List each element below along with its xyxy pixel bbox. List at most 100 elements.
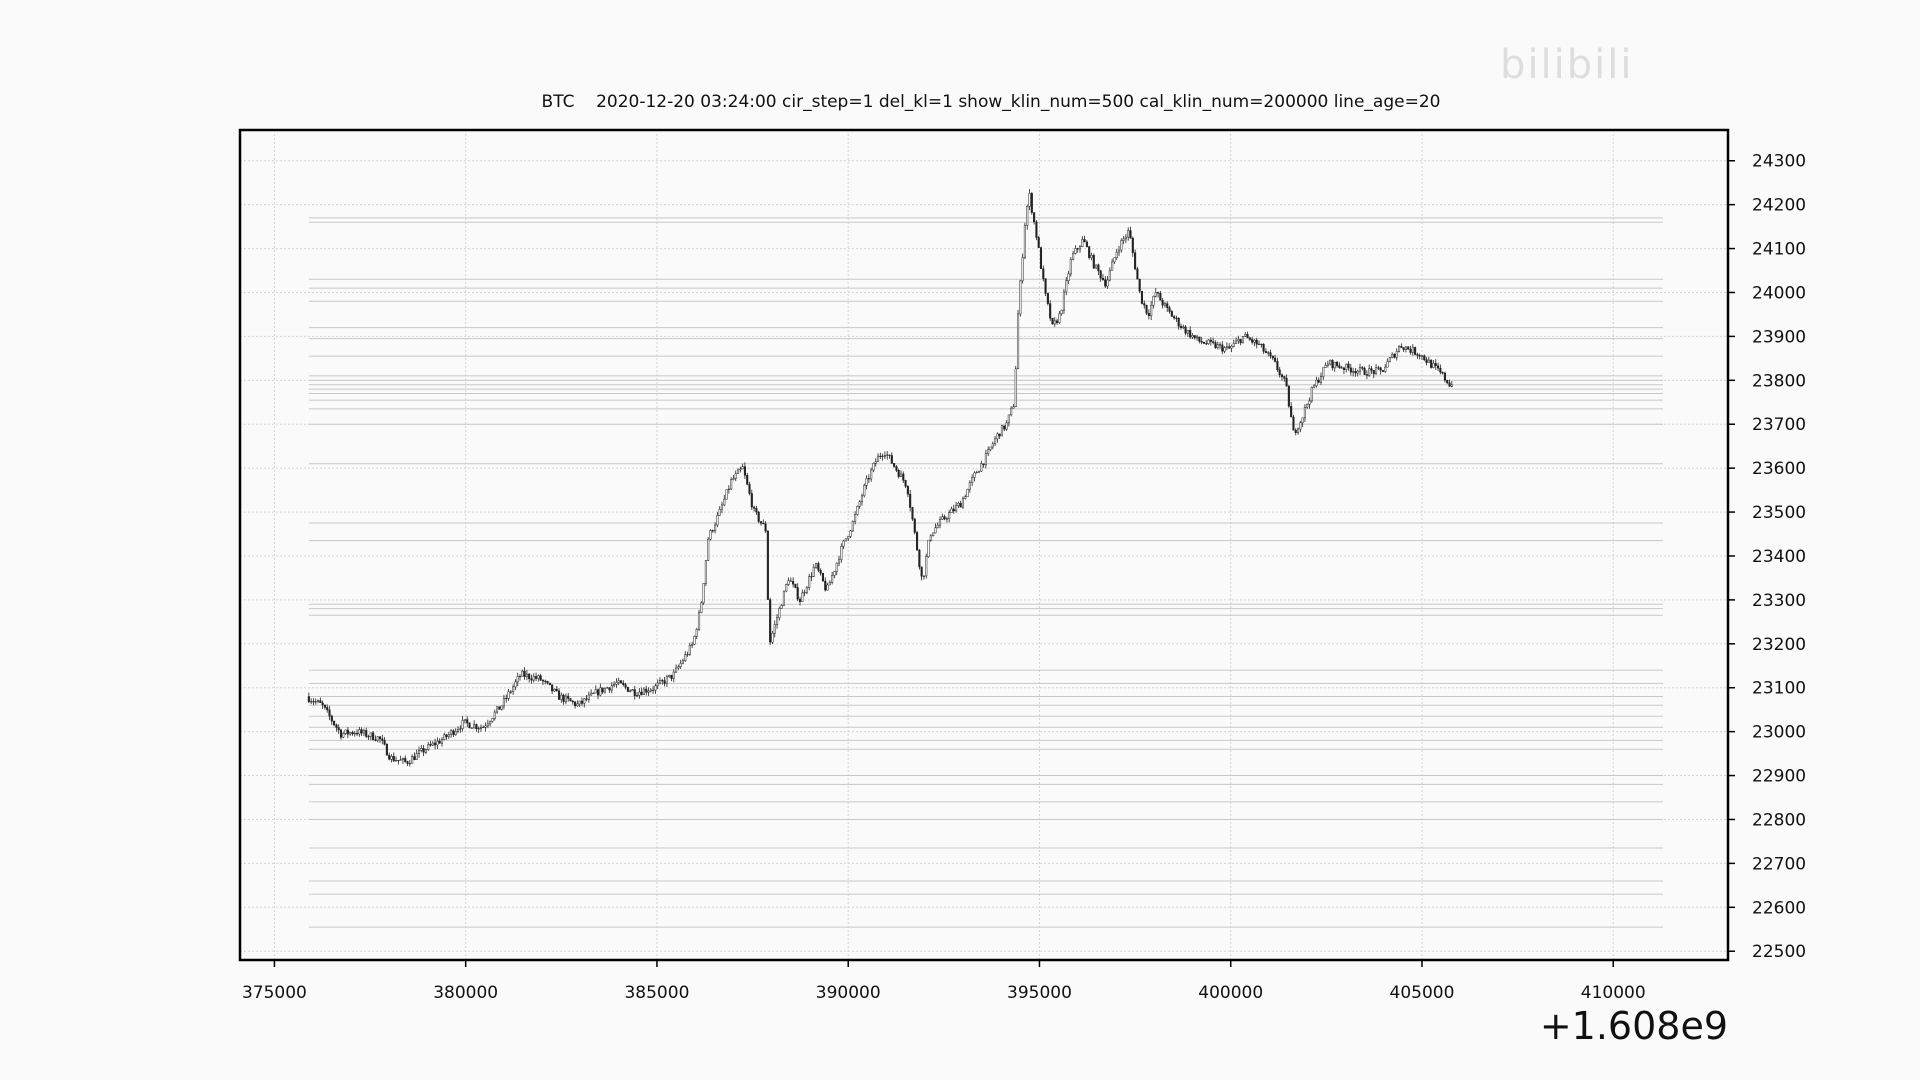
candle-body xyxy=(1150,305,1153,316)
candle-body xyxy=(1060,309,1063,315)
candle-body xyxy=(750,493,753,508)
candle-body xyxy=(1310,386,1313,402)
candle-body xyxy=(996,433,999,440)
candle-body xyxy=(1184,326,1187,334)
candle-body xyxy=(314,701,317,703)
candle-body xyxy=(440,739,444,744)
candle-body xyxy=(1127,230,1130,238)
candle-body xyxy=(819,569,822,574)
candle-body xyxy=(1407,346,1410,350)
candle-body xyxy=(1138,278,1141,292)
candle-body xyxy=(1198,336,1201,342)
candle-body xyxy=(438,740,441,744)
candle-body xyxy=(502,698,505,707)
candle-body xyxy=(1101,277,1105,280)
candle-body xyxy=(381,738,384,741)
candle-body xyxy=(640,691,643,695)
candle-body xyxy=(934,527,937,534)
y-tick-label: 23300 xyxy=(1752,591,1806,611)
candle-body xyxy=(950,508,953,513)
candle-body xyxy=(1069,259,1072,275)
y-tick-label: 23900 xyxy=(1752,327,1806,347)
candle-body xyxy=(401,758,405,761)
candle-body xyxy=(1283,376,1286,379)
candle-body xyxy=(415,753,418,760)
candle-body xyxy=(1365,374,1368,376)
candle-body xyxy=(798,598,802,602)
candle-body xyxy=(424,749,427,753)
candle-body xyxy=(670,674,673,679)
candle-body xyxy=(1278,369,1281,376)
candle-body xyxy=(518,676,522,678)
candle-body xyxy=(658,680,662,684)
candle-body xyxy=(546,681,549,684)
candle-body xyxy=(994,438,997,445)
candle-body xyxy=(436,740,439,746)
candle-body xyxy=(1246,334,1249,339)
candle-body xyxy=(473,724,476,729)
candle-body xyxy=(796,587,799,600)
candle-body xyxy=(420,748,423,751)
candle-body xyxy=(562,694,565,702)
candle-body xyxy=(1255,339,1258,345)
candle-body xyxy=(1170,311,1173,317)
candle-body xyxy=(1074,248,1077,254)
candle-body xyxy=(463,719,466,721)
candle-body xyxy=(645,688,648,693)
candle-body xyxy=(647,690,650,693)
x-axis: 375000 380000 385000 390000 395000 400000 4050… xyxy=(242,960,1646,1003)
candle-body xyxy=(539,675,542,681)
candles-layer xyxy=(307,189,1453,767)
candle-body xyxy=(509,691,512,693)
candle-body xyxy=(1434,363,1437,366)
candle-body xyxy=(971,477,974,483)
candle-body xyxy=(337,727,340,731)
candle-body xyxy=(1173,316,1176,319)
candle-body xyxy=(810,576,813,578)
candle-body xyxy=(466,719,469,724)
y-tick-label: 24300 xyxy=(1752,152,1806,172)
candle-body xyxy=(801,592,804,602)
candle-body xyxy=(461,719,464,729)
candle-body xyxy=(1437,365,1440,369)
candle-body xyxy=(1016,313,1020,370)
candle-body xyxy=(1046,293,1049,304)
candle-body xyxy=(454,731,457,735)
candle-body xyxy=(1053,320,1056,325)
candle-body xyxy=(1159,292,1162,301)
candle-body xyxy=(1113,257,1116,263)
candle-body xyxy=(1395,351,1398,358)
candle-body xyxy=(1338,365,1341,368)
candle-body xyxy=(1140,290,1144,304)
candle-body xyxy=(1007,414,1010,424)
candle-body xyxy=(1095,264,1098,269)
candle-body xyxy=(390,756,393,760)
candle-body xyxy=(1120,240,1123,251)
candle-body xyxy=(310,701,313,703)
candle-body xyxy=(408,763,411,765)
candle-body xyxy=(821,572,825,582)
candle-body xyxy=(468,722,471,729)
candle-body xyxy=(785,584,788,592)
candle-body xyxy=(812,567,815,577)
candle-body xyxy=(606,687,609,689)
candle-body xyxy=(803,592,806,594)
candle-body xyxy=(399,759,402,761)
candle-body xyxy=(748,484,751,494)
candle-body xyxy=(1026,206,1029,226)
candle-body xyxy=(599,687,602,696)
candle-body xyxy=(544,680,547,682)
candle-body xyxy=(941,516,944,520)
candle-body xyxy=(794,583,797,588)
candle-body xyxy=(1097,264,1100,272)
candle-body xyxy=(580,700,584,704)
candle-body xyxy=(339,729,343,738)
candle-body xyxy=(459,728,462,730)
candle-body xyxy=(1088,246,1091,258)
y-tick-label: 23000 xyxy=(1752,723,1806,743)
candle-body xyxy=(959,503,962,508)
candle-body xyxy=(516,676,519,683)
candle-body xyxy=(697,612,701,630)
candle-body xyxy=(886,454,889,456)
candle-body xyxy=(654,685,657,691)
